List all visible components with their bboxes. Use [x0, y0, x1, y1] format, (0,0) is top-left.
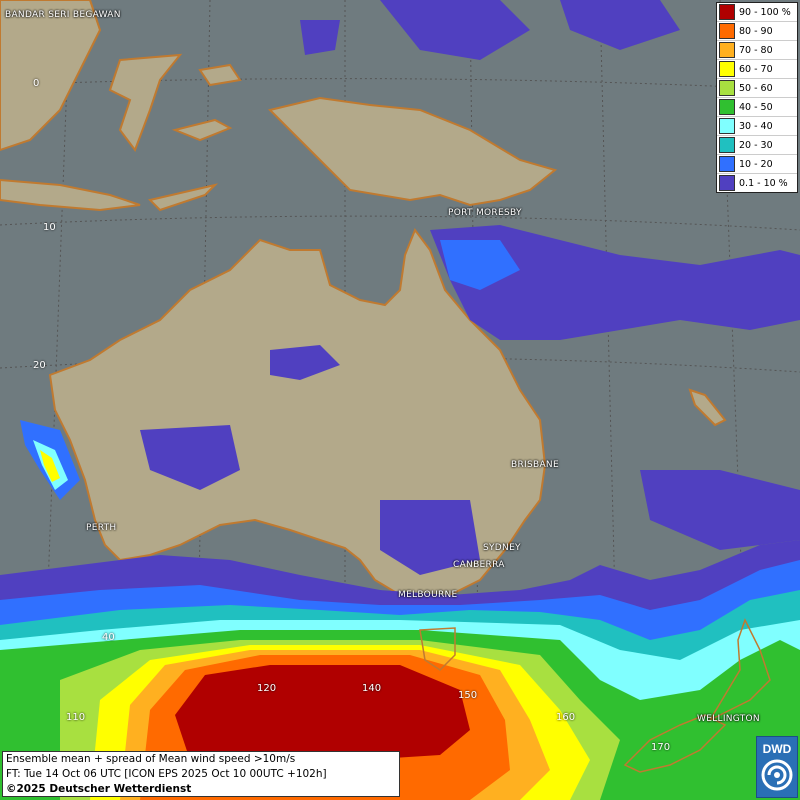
coastlines-overlay	[419, 618, 771, 773]
info-line-forecast-time: FT: Tue 14 Oct 06 UTC [ICON EPS 2025 Oct…	[6, 768, 327, 780]
legend-label: 90 - 100 %	[739, 6, 791, 18]
label-wellington: WELLINGTON	[697, 714, 760, 724]
label-sydney: SYDNEY	[483, 543, 521, 553]
legend-label: 50 - 60	[739, 82, 773, 94]
legend-swatch	[719, 4, 735, 20]
info-box: Ensemble mean + spread of Mean wind spee…	[2, 751, 400, 797]
label-melbourne: MELBOURNE	[398, 590, 458, 600]
label-port-moresby: PORT MORESBY	[448, 208, 522, 218]
probability-legend: 90 - 100 % 80 - 90 70 - 80 60 - 70 50 - 60 40…	[716, 2, 798, 193]
legend-swatch	[719, 61, 735, 77]
lon-label-150: 150	[458, 690, 478, 701]
lat-label-0: 0	[33, 78, 40, 89]
legend-row: 80 - 90	[717, 22, 797, 41]
legend-row: 90 - 100 %	[717, 3, 797, 22]
lon-label-160: 160	[556, 712, 576, 723]
legend-row: 20 - 30	[717, 136, 797, 155]
legend-row: 0.1 - 10 %	[717, 174, 797, 192]
legend-swatch	[719, 156, 735, 172]
legend-row: 10 - 20	[717, 155, 797, 174]
label-bandar-seri-begawan: BANDAR SERI BEGAWAN	[5, 10, 121, 20]
dwd-swirl-icon	[761, 759, 793, 791]
legend-label: 60 - 70	[739, 63, 773, 75]
legend-swatch	[719, 80, 735, 96]
legend-label: 10 - 20	[739, 158, 773, 170]
legend-swatch	[719, 137, 735, 153]
dwd-logo: DWD	[756, 736, 798, 798]
legend-label: 70 - 80	[739, 44, 773, 56]
legend-swatch	[719, 175, 735, 191]
label-brisbane: BRISBANE	[511, 460, 559, 470]
legend-row: 40 - 50	[717, 98, 797, 117]
lat-label-20: 20	[33, 360, 46, 371]
legend-swatch	[719, 118, 735, 134]
legend-swatch	[719, 23, 735, 39]
lat-label-40: 40	[102, 632, 115, 643]
legend-row: 30 - 40	[717, 117, 797, 136]
lon-label-170: 170	[651, 742, 671, 753]
legend-row: 70 - 80	[717, 41, 797, 60]
dwd-logo-text: DWD	[762, 742, 792, 756]
legend-label: 40 - 50	[739, 101, 773, 113]
legend-row: 60 - 70	[717, 60, 797, 79]
legend-swatch	[719, 99, 735, 115]
legend-label: 20 - 30	[739, 139, 773, 151]
lon-label-140: 140	[362, 683, 382, 694]
lat-label-10: 10	[43, 222, 56, 233]
legend-label: 0.1 - 10 %	[739, 177, 788, 189]
legend-label: 30 - 40	[739, 120, 773, 132]
info-line-title: Ensemble mean + spread of Mean wind spee…	[6, 753, 296, 765]
lon-label-120: 120	[257, 683, 277, 694]
label-perth: PERTH	[86, 523, 117, 533]
legend-row: 50 - 60	[717, 79, 797, 98]
info-line-copyright: ©2025 Deutscher Wetterdienst	[6, 783, 192, 795]
label-canberra: CANBERRA	[453, 560, 505, 570]
legend-label: 80 - 90	[739, 25, 773, 37]
lon-label-110: 110	[66, 712, 86, 723]
legend-swatch	[719, 42, 735, 58]
